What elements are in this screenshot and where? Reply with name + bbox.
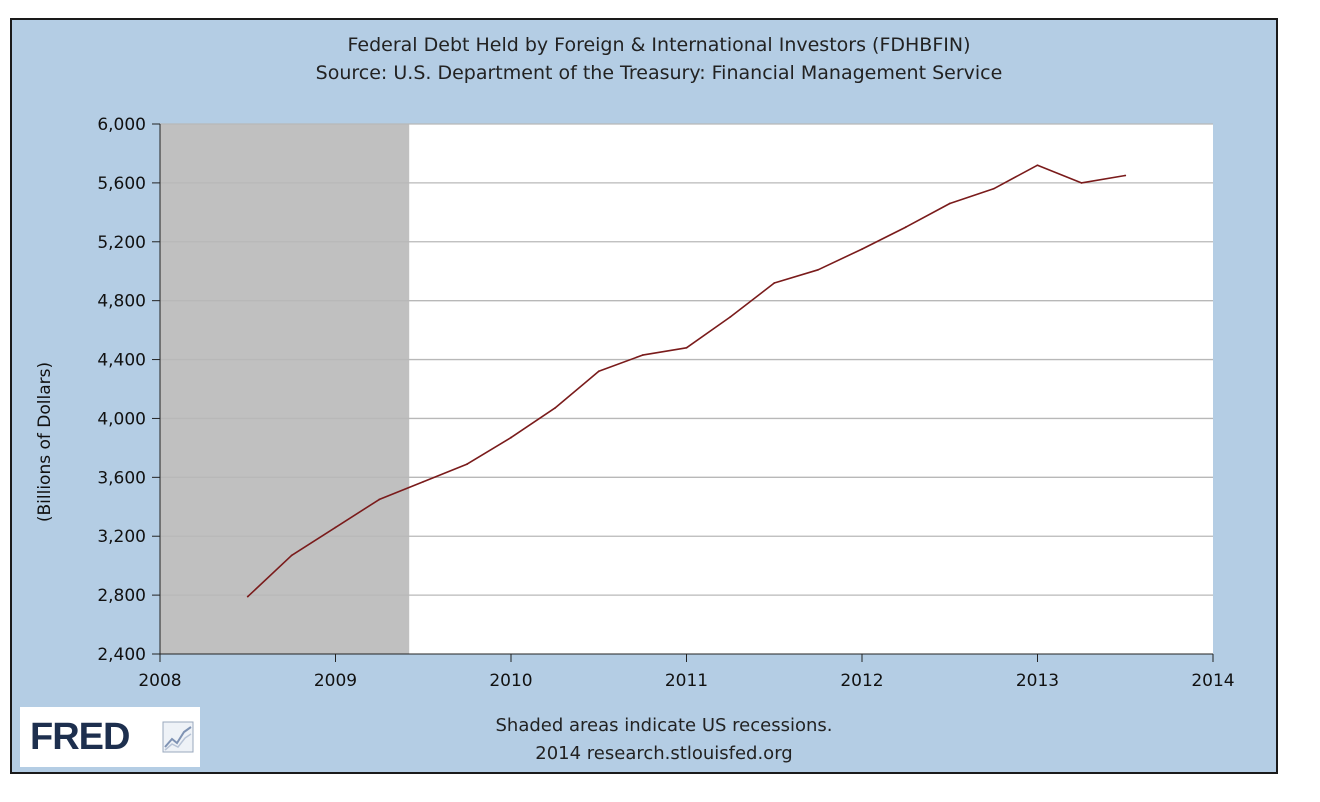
data-point: [992, 187, 995, 190]
x-tick-label: 2013: [1016, 671, 1059, 691]
data-point: [466, 463, 469, 465]
data-point: [1036, 164, 1039, 167]
data-point: [729, 315, 732, 318]
y-tick-label: 5,200: [97, 233, 146, 253]
x-tick-label: 2014: [1191, 671, 1234, 691]
y-tick-label: 3,600: [97, 468, 146, 488]
y-tick-label: 5,600: [97, 174, 146, 194]
data-point: [290, 554, 293, 557]
source-credit: 2014 research.stlouisfed.org: [535, 743, 792, 764]
fred-logo-text: FRED: [30, 716, 130, 758]
x-tick-label: 2012: [840, 671, 883, 691]
data-point: [246, 595, 249, 598]
y-tick-label: 2,400: [97, 645, 146, 665]
chart-svg: Federal Debt Held by Foreign & Internati…: [35, 34, 1235, 764]
data-point: [817, 268, 820, 271]
x-tick-label: 2009: [314, 671, 357, 691]
x-tick-label: 2008: [138, 671, 181, 691]
data-point: [685, 346, 688, 349]
data-point: [378, 498, 381, 501]
data-point: [861, 248, 863, 251]
data-point: [773, 282, 776, 284]
data-point: [422, 480, 425, 483]
data-point: [1124, 174, 1127, 177]
y-axis-label: (Billions of Dollars): [35, 362, 55, 522]
y-tick-label: 2,800: [97, 586, 146, 606]
recession-shade: [160, 124, 410, 654]
data-point: [1080, 181, 1083, 184]
plot-area: 2,400 2,800 3,200 3,600 4,000 4,400 4,800 5,200…: [97, 115, 1234, 691]
data-point: [948, 202, 951, 205]
recession-note: Shaded areas indicate US recessions.: [495, 715, 832, 736]
data-point: [641, 354, 644, 357]
data-point: [904, 226, 907, 228]
data-point: [510, 436, 512, 439]
line-graph-icon: [162, 721, 194, 753]
x-tick-label: 2011: [665, 671, 708, 691]
data-point: [334, 526, 337, 529]
chart-source: Source: U.S. Department of the Treasury:…: [316, 62, 1003, 84]
y-tick-label: 6,000: [97, 115, 146, 135]
fred-logo[interactable]: FRED: [20, 707, 200, 767]
x-tick-label: 2010: [489, 671, 532, 691]
chart-title: Federal Debt Held by Foreign & Internati…: [348, 34, 971, 56]
chart-frame: Federal Debt Held by Foreign & Internati…: [10, 18, 1278, 774]
y-tick-label: 4,400: [97, 351, 146, 371]
y-tick-label: 4,000: [97, 409, 146, 429]
y-tick-label: 4,800: [97, 292, 146, 312]
data-point: [553, 407, 556, 410]
y-tick-label: 3,200: [97, 527, 146, 547]
data-point: [597, 370, 600, 373]
